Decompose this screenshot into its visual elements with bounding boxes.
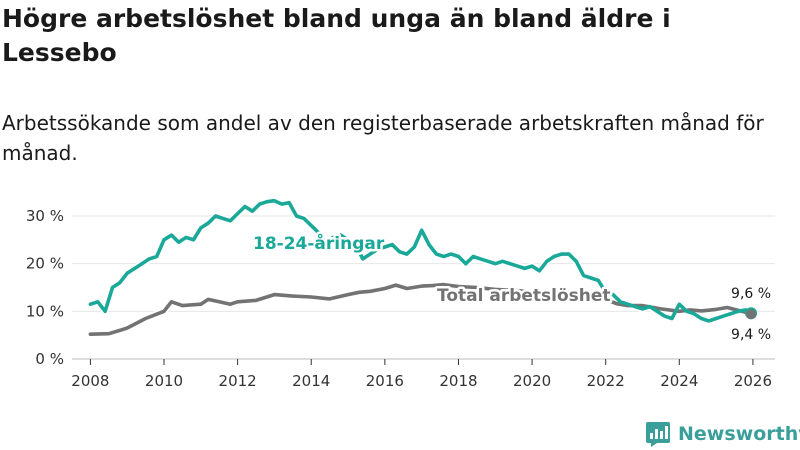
x-tick-label: 2012 xyxy=(219,372,257,390)
axis-layer: 0 % 10 % 20 % 30 % 2008 2010 2012 2014 2016 2018 2… xyxy=(26,207,772,390)
youth-series-label: 18-24-åringar xyxy=(253,232,385,254)
total-end-value: 9,4 % xyxy=(731,327,771,343)
youth-end-value: 9,6 % xyxy=(731,286,771,302)
x-tick-label: 2022 xyxy=(587,372,625,390)
x-tick-label: 2026 xyxy=(734,372,772,390)
x-tick-label: 2010 xyxy=(145,372,183,390)
youth-line xyxy=(88,198,753,323)
chart-subtitle: Arbetssökande som andel av den registerb… xyxy=(2,111,764,165)
total-end-point xyxy=(746,309,757,320)
x-tick-label: 2008 xyxy=(71,372,109,390)
chart-title: Högre arbetslöshet bland unga än bland ä… xyxy=(2,4,671,67)
total-series-label-halo: Total arbetslöshet xyxy=(437,286,611,306)
total-line xyxy=(88,282,753,336)
newsworthy-logo-icon xyxy=(646,422,670,447)
line-chart: 0 % 10 % 20 % 30 % 2008 2010 2012 2014 2016 2018 2… xyxy=(26,197,775,390)
x-tick-label: 2024 xyxy=(660,372,698,390)
newsworthy-logo-text: Newsworthy xyxy=(678,423,800,445)
y-tick-label: 20 % xyxy=(26,255,64,273)
y-tick-label: 10 % xyxy=(26,302,64,320)
youth-series-label-halo: 18-24-åringar xyxy=(253,232,385,254)
y-tick-label: 0 % xyxy=(35,350,64,368)
y-tick-label: 30 % xyxy=(26,207,64,225)
x-tick-label: 2014 xyxy=(292,372,330,390)
total-end-value-halo: 9,4 % xyxy=(731,327,771,343)
total-series-label: Total arbetslöshet xyxy=(437,286,611,306)
x-tick-label: 2018 xyxy=(439,372,477,390)
x-tick-label: 2020 xyxy=(513,372,551,390)
newsworthy-logo: Newsworthy xyxy=(645,419,800,449)
x-tick-label: 2016 xyxy=(366,372,404,390)
series-layer xyxy=(86,197,758,338)
youth-end-value-halo: 9,6 % xyxy=(731,286,771,302)
